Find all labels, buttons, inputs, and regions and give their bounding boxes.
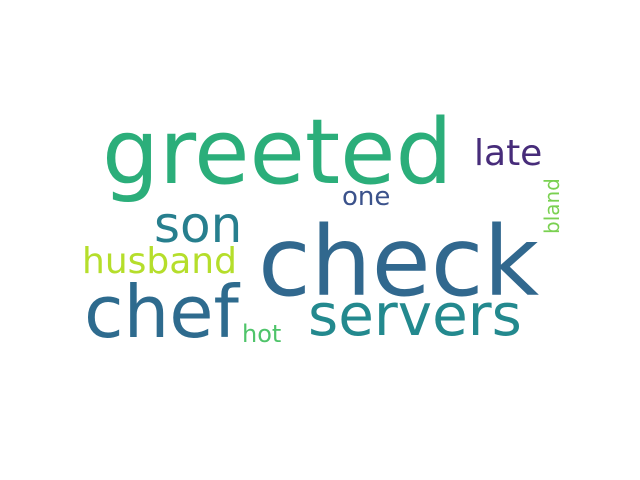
word-one: one — [342, 182, 391, 212]
word-bland: bland — [540, 178, 564, 234]
word-greeted: greeted — [102, 100, 453, 205]
word-chef: chef — [84, 270, 239, 354]
word-servers: servers — [308, 281, 522, 349]
word-husband: husband — [82, 241, 237, 282]
word-son: son — [154, 196, 243, 254]
word-late: late — [474, 133, 543, 174]
word-check: check — [258, 206, 540, 318]
word-hot: hot — [242, 320, 282, 348]
